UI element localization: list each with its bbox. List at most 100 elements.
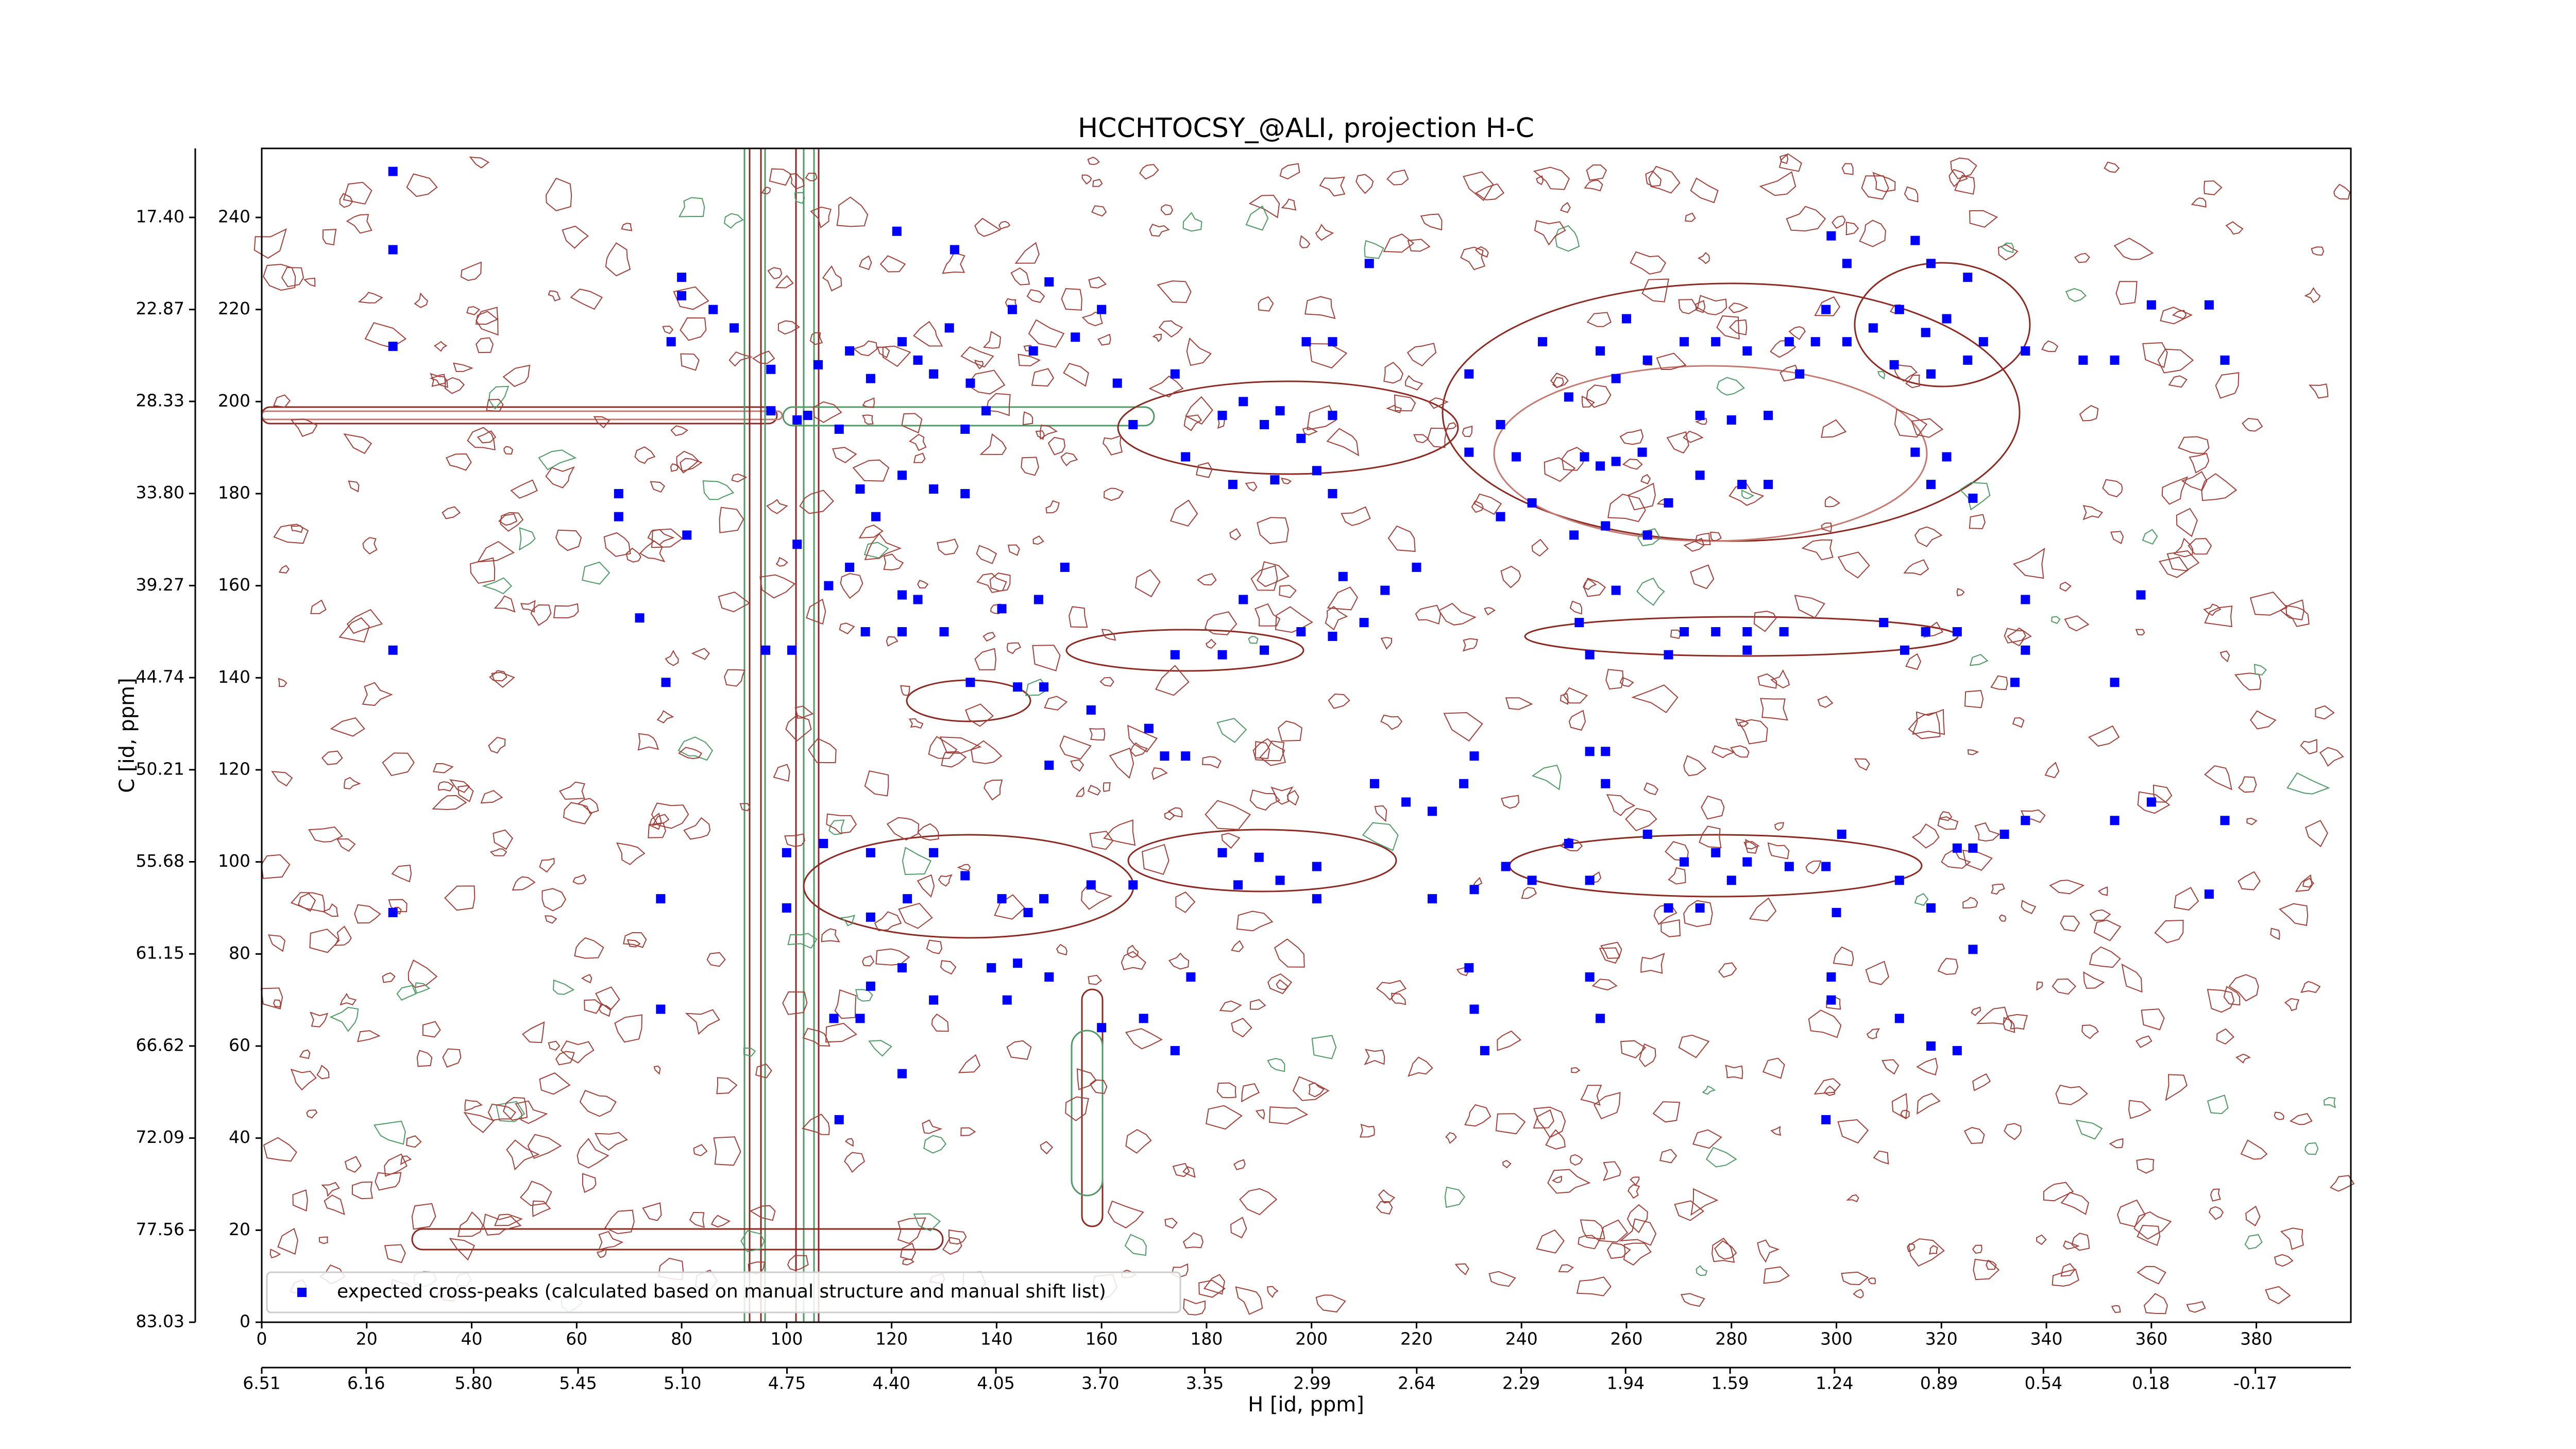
noise-contour: [1749, 897, 1777, 922]
noise-contour: [1495, 1113, 1526, 1135]
noise-contour: [357, 1030, 381, 1042]
noise-contour: [994, 894, 1026, 920]
noise-contour: [1778, 153, 1802, 172]
noise-contour: [1233, 1159, 1246, 1170]
noise-contour: [728, 351, 753, 367]
noise-contour: [2204, 765, 2232, 790]
cross-peak: [834, 1115, 844, 1124]
noise-contour: [1767, 842, 1790, 860]
noise-contour: [1134, 569, 1161, 598]
cross-peak: [855, 1014, 865, 1023]
cross-peak: [1501, 862, 1511, 871]
noise-contour: [913, 321, 943, 347]
noise-contour: [1948, 169, 1968, 188]
noise-contour: [749, 1205, 776, 1221]
noise-contour: [917, 580, 929, 588]
noise-contour: [2188, 538, 2212, 555]
noise-contour: [1257, 561, 1290, 587]
noise-contour: [290, 418, 318, 437]
noise-contour: [1183, 414, 1202, 431]
noise-contour: [802, 1114, 830, 1135]
noise-contour: [1652, 1101, 1681, 1123]
noise-contour: [391, 865, 412, 883]
cross-peak: [1742, 627, 1752, 636]
x2-tick-label: 1.59: [1711, 1373, 1749, 1393]
cross-peak: [1170, 369, 1180, 379]
noise-contour: [2238, 871, 2261, 890]
noise-contour: [548, 1040, 561, 1051]
noise-contour: [273, 524, 309, 544]
noise-contour: [1241, 1083, 1260, 1103]
noise-contour: [2286, 772, 2330, 795]
cross-peak: [1060, 562, 1070, 572]
noise-contour: [555, 1051, 575, 1066]
cross-peak: [1469, 885, 1479, 895]
cross-peak: [1999, 830, 2009, 839]
noise-contour: [1786, 206, 1826, 232]
noise-contour: [493, 829, 514, 850]
noise-contour: [579, 1090, 617, 1117]
noise-contour: [1060, 452, 1078, 466]
noise-contour: [1770, 1125, 1782, 1136]
noise-contour: [805, 173, 818, 181]
legend-marker: [297, 1288, 307, 1297]
noise-contour: [879, 255, 906, 273]
noise-contour: [1386, 169, 1409, 186]
noise-contour: [2013, 547, 2045, 579]
noise-contour: [1198, 1279, 1226, 1298]
noise-contour: [1327, 586, 1359, 611]
noise-contour: [2113, 238, 2154, 260]
cross-peak: [1312, 894, 1321, 904]
noise-contour: [1149, 224, 1170, 237]
noise-contour: [1832, 215, 1846, 229]
x-tick-label: 60: [566, 1329, 587, 1349]
cross-peak: [1637, 447, 1647, 457]
noise-contour: [1670, 629, 1682, 639]
cross-peak: [635, 613, 645, 623]
noise-contour: [1454, 1263, 1469, 1275]
noise-contour: [1659, 1149, 1677, 1164]
cross-peak: [1496, 420, 1505, 429]
noise-contour: [844, 1138, 854, 1147]
noise-contour: [1964, 690, 1984, 709]
noise-contour: [2049, 880, 2085, 895]
noise-contour: [1032, 535, 1044, 545]
noise-contour: [2071, 1233, 2090, 1251]
noise-contour: [2319, 747, 2344, 767]
cross-peak: [656, 894, 666, 904]
cross-peak: [819, 838, 828, 848]
cross-peak: [1642, 355, 1652, 365]
noise-contour: [463, 1111, 495, 1133]
cross-peak: [944, 323, 954, 333]
noise-contour: [260, 987, 283, 1009]
noise-contour: [1905, 374, 1921, 389]
noise-contour: [1866, 1028, 1880, 1039]
noise-contour: [2007, 627, 2032, 647]
cross-peak: [1900, 645, 1909, 655]
noise-contour: [937, 538, 959, 555]
noise-contour: [1969, 514, 1986, 529]
noise-contour: [1387, 525, 1416, 552]
noise-contour: [1104, 487, 1124, 501]
noise-contour: [515, 1100, 548, 1124]
cross-peak: [2136, 590, 2146, 600]
noise-contour: [539, 857, 555, 873]
noise-contour: [1219, 1000, 1242, 1012]
x-tick-label: 80: [671, 1329, 692, 1349]
noise-contour: [502, 1097, 528, 1121]
noise-contour: [488, 385, 510, 410]
noise-contour: [1302, 427, 1318, 436]
cross-peak: [1328, 489, 1337, 498]
noise-contour: [834, 989, 857, 1019]
cross-peak: [1894, 875, 1904, 885]
cross-peak: [1711, 848, 1721, 857]
noise-contour: [1841, 1271, 1869, 1286]
noise-contour: [1536, 1229, 1565, 1254]
noise-contour: [965, 703, 994, 727]
noise-contour: [922, 1119, 943, 1134]
y2-tick-label: 83.03: [136, 1311, 184, 1332]
noise-contour: [1690, 177, 1719, 204]
cross-peak: [1013, 958, 1023, 968]
noise-contour: [1025, 678, 1049, 696]
noise-contour: [1185, 396, 1213, 425]
